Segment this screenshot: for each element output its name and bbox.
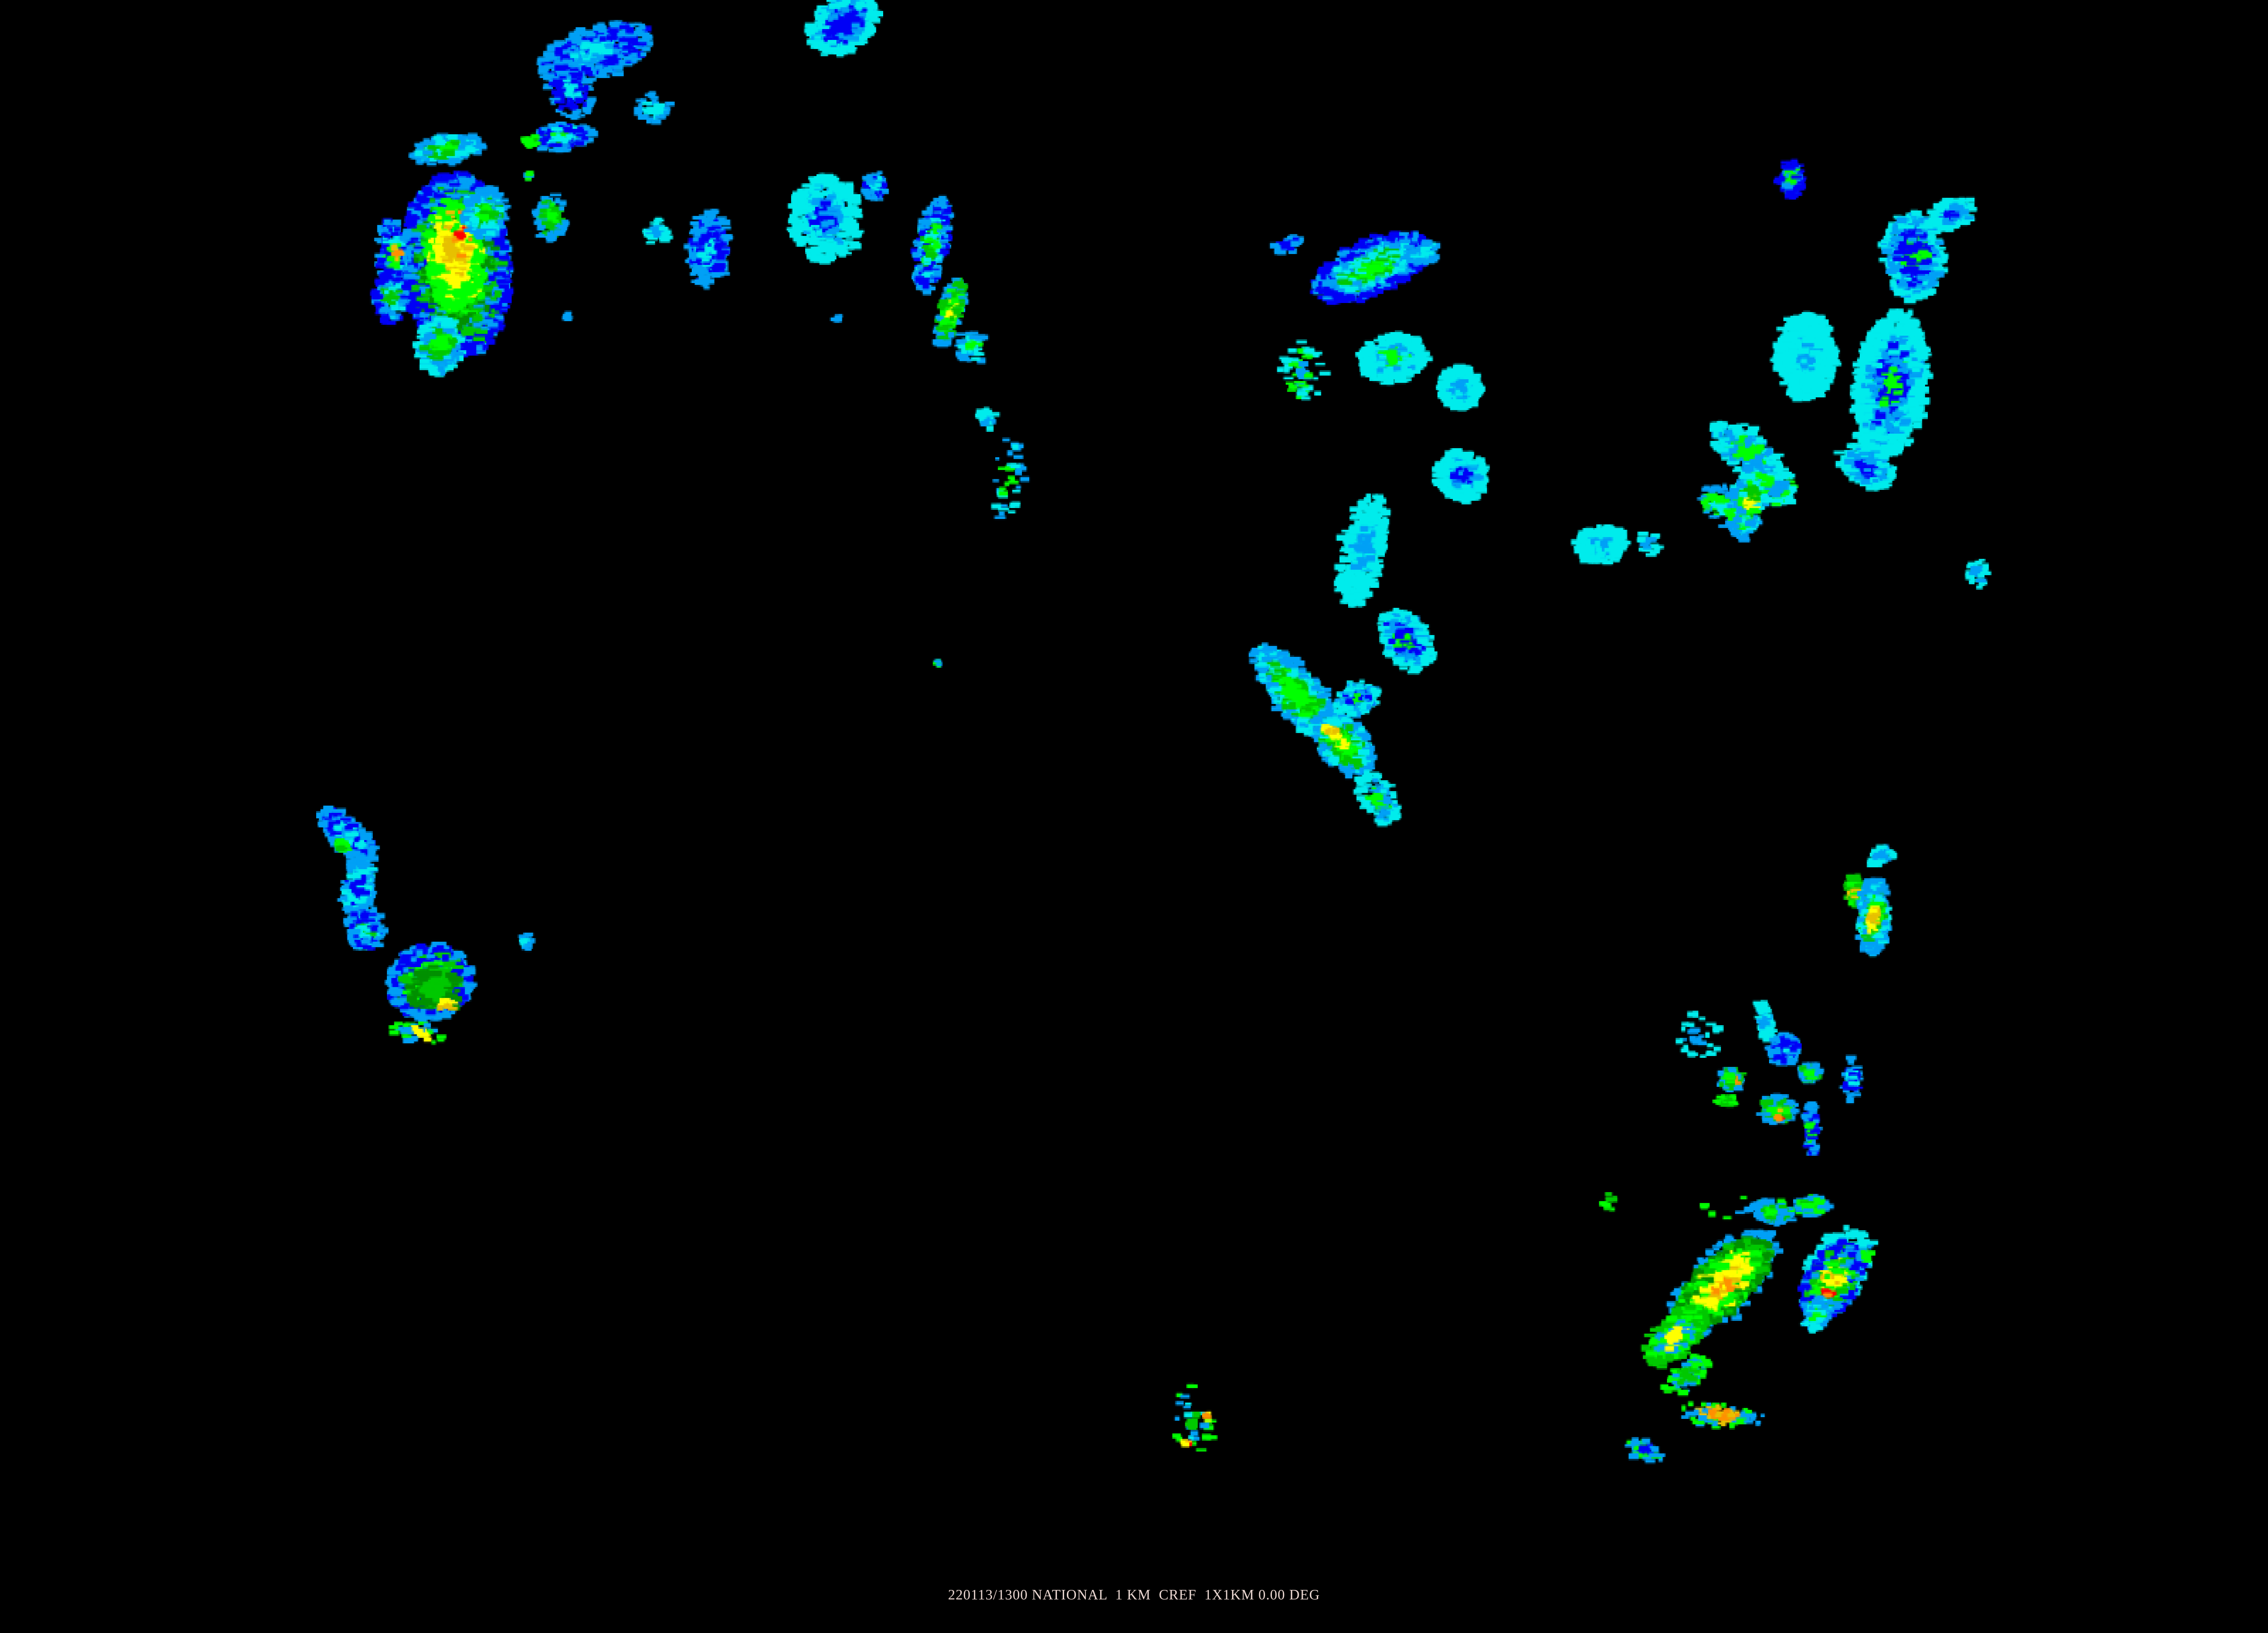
radar-caption: 220113/1300 NATIONAL 1 KM CREF 1X1KM 0.0…	[948, 1587, 1320, 1603]
